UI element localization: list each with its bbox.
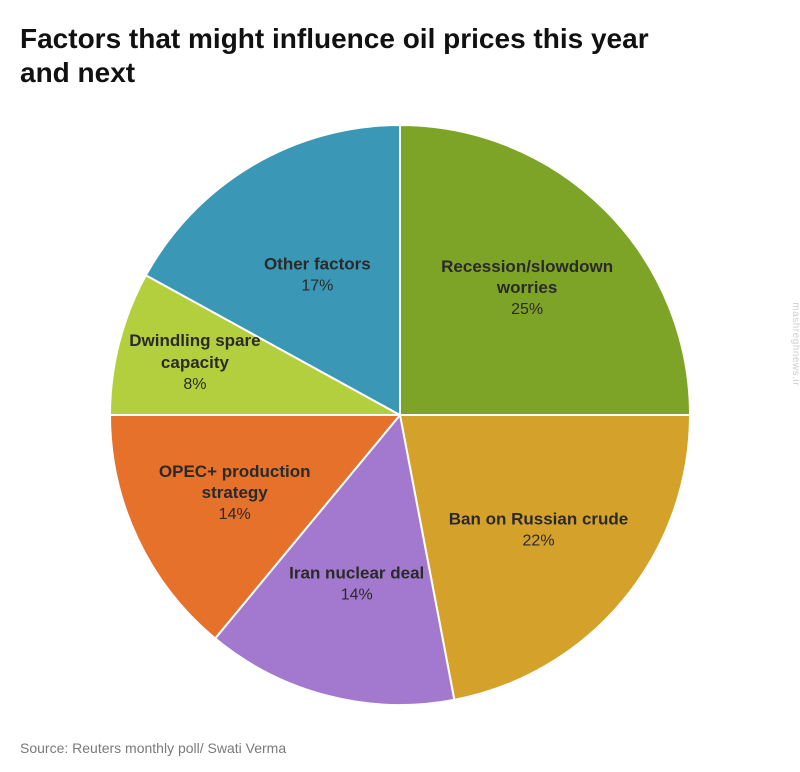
pie-slice-label: Ban on Russian crude22% [449,508,629,551]
slice-percent: 22% [449,531,629,551]
pie-slice-label: Recession/slowdown worries25% [437,256,617,321]
slice-percent: 25% [437,300,617,320]
chart-title: Factors that might influence oil prices … [20,22,700,89]
slice-name: Recession/slowdown worries [437,256,617,299]
slice-percent: 14% [145,505,325,525]
chart-source: Source: Reuters monthly poll/ Swati Verm… [20,740,286,756]
slice-name: Iran nuclear deal [267,562,447,583]
slice-percent: 8% [105,375,285,395]
pie-slice-label: Iran nuclear deal14% [267,562,447,605]
slice-name: Dwindling spare capacity [105,330,285,373]
pie-slice-label: Other factors17% [227,254,407,297]
pie-svg [0,110,800,720]
slice-percent: 17% [227,277,407,297]
pie-slice-label: Dwindling spare capacity8% [105,330,285,395]
slice-name: Ban on Russian crude [449,508,629,529]
pie-slice-label: OPEC+ production strategy14% [145,461,325,526]
slice-name: Other factors [227,254,407,275]
watermark-text: mashreghnews.ir [791,302,800,386]
slice-name: OPEC+ production strategy [145,461,325,504]
slice-percent: 14% [267,585,447,605]
pie-chart: Recession/slowdown worries25% Ban on Russ… [0,110,800,720]
